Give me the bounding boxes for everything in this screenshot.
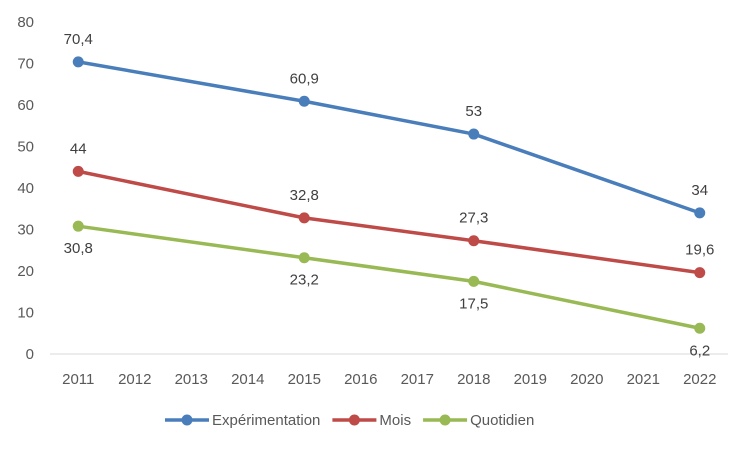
series-line (76, 224, 702, 331)
data-label: 27,3 (459, 210, 488, 227)
data-point (468, 275, 480, 287)
y-tick-label: 70 (17, 56, 34, 73)
data-point (298, 252, 310, 264)
data-label: 6,2 (689, 342, 710, 359)
y-tick-label: 20 (17, 263, 34, 280)
data-point (72, 220, 84, 232)
data-point (72, 56, 84, 68)
legend-marker (348, 414, 360, 426)
legend-label: Mois (379, 412, 411, 429)
x-tick-label: 2020 (570, 371, 603, 388)
data-point (72, 165, 84, 177)
data-point (694, 207, 706, 219)
data-label: 60,9 (290, 70, 319, 87)
data-label: 70,4 (64, 31, 93, 48)
y-tick-label: 40 (17, 180, 34, 197)
chart-legend: Expérimentation Mois Quotidien (165, 412, 534, 429)
x-tick-label: 2011 (62, 371, 94, 388)
legend-label: Quotidien (470, 412, 534, 429)
data-label: 30,8 (64, 240, 93, 257)
x-tick-label: 2021 (627, 371, 660, 388)
legend-item: Quotidien (423, 412, 534, 429)
x-tick-label: 2012 (118, 371, 151, 388)
y-tick-label: 30 (17, 222, 34, 239)
x-tick-label: 2017 (401, 371, 434, 388)
x-tick-label: 2013 (175, 371, 208, 388)
series-line (76, 169, 702, 275)
data-point (468, 235, 480, 247)
data-label: 53 (465, 103, 482, 120)
data-label: 32,8 (290, 187, 319, 204)
series-line (76, 60, 702, 215)
legend-marker (181, 414, 193, 426)
chart-data-labels: 70,4 60,9 53 34 44 32,8 27,3 19,6 30,8 23,2 17,5 6,… (64, 31, 715, 359)
y-tick-label: 0 (26, 346, 34, 363)
x-tick-label: 2014 (231, 371, 264, 388)
data-point (298, 95, 310, 107)
y-tick-label: 50 (17, 139, 34, 156)
data-point (694, 322, 706, 334)
data-label: 17,5 (459, 295, 488, 312)
x-tick-label: 2015 (288, 371, 321, 388)
y-tick-label: 10 (17, 305, 34, 322)
y-tick-label: 80 (17, 14, 34, 31)
y-tick-label: 60 (17, 97, 34, 114)
data-label: 23,2 (290, 272, 319, 289)
x-tick-label: 2016 (344, 371, 377, 388)
data-point (298, 212, 310, 224)
x-tick-label: 2022 (683, 371, 716, 388)
data-label: 19,6 (685, 242, 714, 259)
chart-series (72, 56, 706, 334)
data-point (694, 267, 706, 279)
x-tick-label: 2018 (457, 371, 490, 388)
data-label: 34 (691, 182, 708, 199)
legend-item: Mois (332, 412, 411, 429)
legend-label: Expérimentation (212, 412, 320, 429)
x-tick-label: 2019 (514, 371, 547, 388)
legend-marker (439, 414, 451, 426)
chart-axes: 0 10 20 30 40 50 60 70 80 2011 2012 2013 2014 2015 201… (17, 14, 728, 388)
data-label: 44 (70, 140, 87, 157)
data-point (468, 128, 480, 140)
legend-item: Expérimentation (165, 412, 320, 429)
